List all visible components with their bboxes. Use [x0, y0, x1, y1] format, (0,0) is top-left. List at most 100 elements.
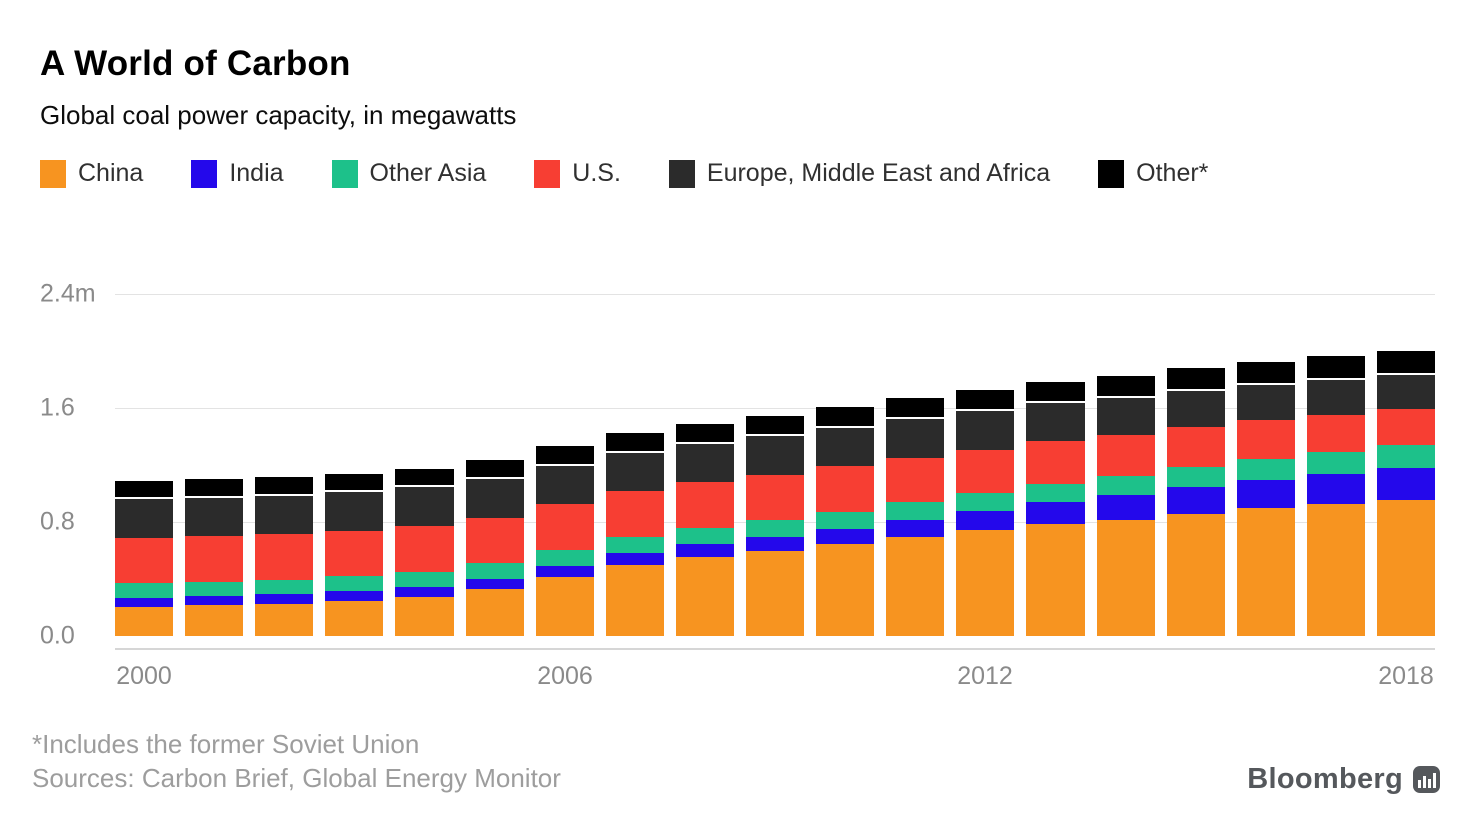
segment-other-2016	[1236, 362, 1295, 385]
segment-other-2005	[465, 460, 524, 480]
segment-other-2006	[535, 446, 594, 466]
segment-india-2005	[465, 579, 524, 590]
segment-china-2005	[465, 589, 524, 637]
legend-label-china: China	[78, 159, 144, 188]
legend-swatch-other	[1098, 159, 1125, 188]
segment-emea-2013	[1026, 403, 1085, 442]
segment-india-2009	[745, 537, 805, 551]
stacked-bar-2017	[1306, 356, 1365, 637]
segment-other-asia-2018	[1376, 444, 1436, 469]
segment-other-2003	[325, 473, 384, 493]
segment-other-asia-2004	[395, 571, 454, 587]
segment-other-2007	[605, 433, 664, 453]
segment-china-2001	[185, 605, 244, 637]
footnote-line-1: *Includes the former Soviet Union	[32, 729, 420, 760]
segment-other-2001	[185, 479, 244, 498]
segment-india-2004	[395, 586, 454, 597]
legend-label-other-asia: Other Asia	[369, 159, 487, 188]
stacked-bar-2018	[1376, 350, 1436, 637]
segment-emea-2018	[1376, 374, 1436, 410]
segment-emea-2011	[886, 419, 945, 458]
legend-swatch-other-asia	[331, 159, 358, 188]
segment-other-2018	[1376, 350, 1436, 375]
segment-india-2001	[185, 595, 244, 606]
segment-us-2006	[535, 504, 594, 550]
legend-item-us: U.S.	[534, 159, 621, 188]
segment-china-2008	[675, 556, 734, 637]
segment-us-2016	[1236, 420, 1295, 459]
segment-china-2012	[956, 529, 1015, 637]
stacked-bar-2008	[675, 423, 734, 637]
segment-other-asia-2015	[1166, 466, 1225, 487]
stacked-bar-2012	[956, 389, 1015, 637]
legend-label-other: Other*	[1136, 159, 1209, 188]
stacked-bar-2004	[395, 468, 454, 637]
segment-india-2007	[605, 553, 664, 566]
segment-india-2015	[1166, 486, 1225, 514]
segment-us-2014	[1096, 434, 1155, 477]
segment-other-asia-2005	[465, 563, 524, 580]
bloomberg-wordmark: Bloomberg	[1247, 763, 1403, 796]
legend-swatch-china	[40, 159, 66, 188]
segment-emea-2000	[115, 499, 174, 538]
legend-label-us: U.S.	[572, 159, 621, 188]
segment-other-2004	[395, 468, 454, 488]
segment-china-2014	[1096, 519, 1155, 637]
legend-label-emea: Europe, Middle East and Africa	[706, 159, 1051, 188]
stacked-bar-2007	[605, 433, 664, 637]
legend-label-india: India	[229, 159, 284, 188]
segment-other-asia-2009	[745, 520, 805, 538]
segment-india-2003	[325, 591, 384, 601]
segment-other-2011	[886, 397, 945, 420]
segment-emea-2016	[1236, 384, 1295, 421]
segment-emea-2017	[1306, 379, 1365, 415]
segment-other-asia-2016	[1236, 458, 1295, 480]
segment-other-2013	[1026, 381, 1085, 404]
y-axis-tick-0.0: 0.0	[40, 621, 75, 650]
segment-india-2013	[1026, 502, 1085, 524]
segment-other-asia-2008	[675, 527, 734, 545]
legend-item-china: China	[40, 159, 143, 188]
segment-other-asia-2017	[1306, 451, 1365, 475]
segment-india-2014	[1096, 495, 1155, 520]
segment-emea-2015	[1166, 390, 1225, 427]
gridline-1.6	[115, 408, 1435, 410]
chart-subtitle: Global coal power capacity, in megawatts	[40, 100, 517, 131]
footnote-line-2: Sources: Carbon Brief, Global Energy Mon…	[32, 763, 561, 794]
segment-us-2009	[745, 474, 805, 521]
legend-item-other: Other*	[1098, 159, 1208, 188]
segment-china-2017	[1306, 503, 1365, 637]
bloomberg-logo: Bloomberg	[1247, 763, 1440, 796]
x-axis-labels: 2000 2006 2012 2018	[115, 662, 1435, 694]
segment-us-2000	[115, 537, 174, 584]
segment-us-2002	[255, 534, 314, 580]
segment-emea-2003	[325, 492, 384, 531]
segment-us-2012	[956, 449, 1015, 494]
legend-item-india: India	[191, 159, 284, 188]
segment-emea-2014	[1096, 397, 1155, 435]
segment-india-2010	[816, 528, 875, 544]
stacked-bar-2013	[1026, 381, 1085, 637]
x-axis-tick-2006: 2006	[537, 662, 593, 691]
segment-china-2009	[745, 550, 805, 637]
segment-us-2015	[1166, 426, 1225, 467]
segment-emea-2010	[816, 427, 875, 467]
segment-us-2013	[1026, 441, 1085, 484]
segment-other-2000	[115, 480, 174, 500]
segment-emea-2006	[535, 465, 594, 505]
footer: *Includes the former Soviet Union Source…	[32, 728, 1440, 796]
segment-us-2007	[605, 491, 664, 538]
segment-us-2017	[1306, 414, 1365, 452]
segment-india-2011	[886, 520, 945, 537]
y-axis-tick-1.6: 1.6	[40, 393, 75, 422]
segment-other-asia-2006	[535, 549, 594, 566]
chart-title: A World of Carbon	[40, 44, 351, 83]
segment-india-2018	[1376, 468, 1436, 500]
segment-other-asia-2003	[325, 576, 384, 592]
stacked-bar-2016	[1236, 362, 1295, 637]
segment-other-asia-2007	[605, 537, 664, 554]
segment-china-2006	[535, 576, 594, 637]
segment-china-2004	[395, 596, 454, 637]
segment-other-2012	[956, 389, 1015, 412]
plot-area: 0.0 0.8 1.6 2.4m	[40, 280, 1440, 650]
